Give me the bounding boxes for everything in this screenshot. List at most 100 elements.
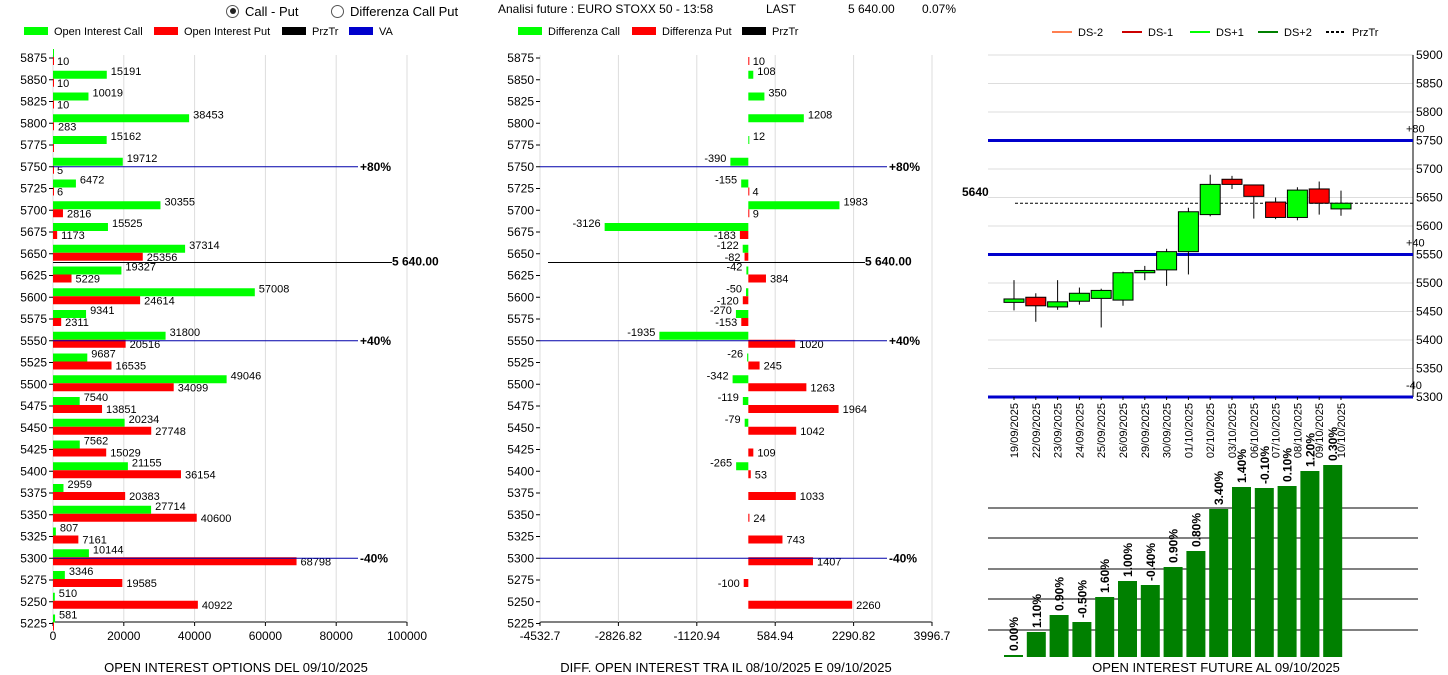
diff-put-bar-label: 384 — [770, 274, 788, 286]
diff-y-tick-label: 5350 — [507, 508, 534, 522]
oi-call-bar — [53, 549, 89, 558]
candle-body — [1134, 269, 1156, 274]
diff-put-bar-label: 1033 — [800, 491, 824, 503]
oi-put-bar — [53, 209, 63, 218]
oi-put-bar — [53, 448, 107, 457]
oi-va-label: -40% — [360, 551, 388, 565]
diff-call-bar-label: -26 — [727, 349, 743, 361]
diff-call-bar — [604, 223, 749, 231]
oi-y-tick-label: 5500 — [20, 377, 47, 391]
candles-y-tick-label: 5700 — [1416, 162, 1443, 176]
oi-y-tick-label: 5300 — [20, 551, 47, 565]
oi-put-bar — [53, 557, 297, 566]
diff-y-tick-label: 5550 — [507, 334, 534, 348]
oi-y-tick-label: 5725 — [20, 182, 47, 196]
diff-put-bar-label: 1263 — [810, 382, 834, 394]
diff-y-tick-label: 5450 — [507, 421, 534, 435]
diff-call-bar — [746, 288, 749, 297]
diff-radio[interactable]: Differenza Call Put — [331, 2, 458, 20]
oi-call-bar — [53, 223, 108, 231]
oi-y-tick-label: 5825 — [20, 95, 47, 109]
diff-put-bar-label: 10 — [753, 56, 765, 68]
oi-call-bar — [53, 375, 227, 384]
oi-put-bar-label: 10 — [57, 100, 69, 112]
diff-call-bar — [736, 462, 749, 471]
oi-put-bar — [53, 78, 54, 87]
diff-put-bar-label: 1407 — [817, 556, 841, 568]
oi-y-tick-label: 5750 — [20, 160, 47, 174]
diff-call-bar-label: 108 — [757, 66, 775, 78]
diff-call-bar — [748, 92, 765, 101]
oi-call-bar-label: 9687 — [91, 349, 115, 361]
diff-put-bar-label: 24 — [753, 513, 765, 525]
candle-body — [1025, 296, 1047, 307]
future-bar — [1323, 465, 1343, 657]
future-bar-label: -0.40% — [1144, 543, 1158, 581]
diff-put-bar — [739, 231, 749, 239]
diff-va-label: +40% — [889, 334, 920, 348]
oi-y-tick-label: 5275 — [20, 573, 47, 587]
future-bar-label: 3.40% — [1212, 471, 1226, 505]
oi-call-bar-label: 30355 — [164, 196, 195, 208]
oi-y-tick-label: 5325 — [20, 530, 47, 544]
diff-put-bar — [744, 252, 749, 261]
diff-call-bar-label: -1935 — [627, 327, 655, 339]
candles-legend-label: DS+2 — [1284, 27, 1312, 39]
oi-put-bar — [53, 274, 72, 283]
candles-date-label: 30/09/2025 — [1162, 403, 1174, 458]
diff-call-bar — [742, 397, 749, 405]
oi-call-bar — [53, 571, 65, 579]
candles-date-label: 25/09/2025 — [1096, 403, 1108, 458]
oi-y-tick-label: 5775 — [20, 138, 47, 152]
oi-va-label: +80% — [360, 160, 391, 174]
diff-call-bar-label: -265 — [710, 457, 732, 469]
oi-put-bar — [53, 513, 197, 522]
diff-put-bar-label: -183 — [714, 230, 736, 242]
oi-y-tick-label: 5625 — [20, 269, 47, 283]
diff-put-bar — [748, 405, 839, 413]
oi-call-bar — [53, 288, 255, 297]
diff-call-bar — [741, 179, 749, 188]
diff-put-bar — [748, 535, 783, 544]
candle-body — [1199, 183, 1221, 216]
future-bar — [1254, 488, 1274, 657]
future-bar — [1140, 585, 1160, 657]
candles-date-label: 10/10/2025 — [1336, 403, 1348, 458]
oi-put-bar — [53, 144, 54, 152]
future-bar — [1026, 632, 1046, 657]
future-bar-label: 0.90% — [1053, 577, 1067, 611]
diff-y-tick-label: 5400 — [507, 464, 534, 478]
diff-y-tick-label: 5875 — [507, 51, 534, 65]
candles-date-label: 01/10/2025 — [1183, 403, 1195, 458]
diff-call-bar-label: 350 — [768, 88, 786, 100]
future-bar-label: -0.50% — [1075, 580, 1089, 618]
diff-y-tick-label: 5250 — [507, 595, 534, 609]
oi-put-bar-label: 40600 — [201, 513, 232, 525]
diff-put-bar-label: -100 — [718, 578, 740, 590]
future-title: OPEN INTEREST FUTURE AL 09/10/2025 — [1092, 660, 1340, 675]
call-put-radio[interactable]: Call - Put — [226, 2, 298, 20]
oi-put-bar — [53, 100, 54, 109]
oi-put-bar-label: 283 — [58, 121, 76, 133]
oi-put-bar-label: 68798 — [301, 556, 332, 568]
future-bar-label: 0.90% — [1167, 529, 1181, 563]
oi-call-bar-label: 2959 — [67, 479, 91, 491]
oi-put-bar — [53, 470, 181, 479]
radio-selected-icon — [226, 4, 239, 18]
diff-call-bar — [659, 331, 749, 340]
oi-call-bar-label: 49046 — [231, 370, 262, 382]
oi-put-bar-label: 13851 — [106, 404, 137, 416]
diff-put-bar-label: 53 — [755, 469, 767, 481]
diff-call-bar — [735, 310, 749, 318]
diff-title: DIFF. OPEN INTEREST TRA IL 08/10/2025 E … — [560, 660, 891, 675]
diff-put-bar — [743, 579, 749, 587]
future-bar — [1049, 615, 1069, 657]
future-bar — [1072, 622, 1092, 657]
diff-legend-label: Differenza Call — [548, 26, 620, 38]
future-bar-label: 0.10% — [1281, 448, 1295, 482]
diff-call-bar — [748, 114, 804, 123]
future-bar — [1300, 471, 1320, 657]
diff-call-bar-label: -119 — [718, 392, 739, 404]
oi-title: OPEN INTEREST OPTIONS DEL 09/10/2025 — [104, 660, 368, 675]
